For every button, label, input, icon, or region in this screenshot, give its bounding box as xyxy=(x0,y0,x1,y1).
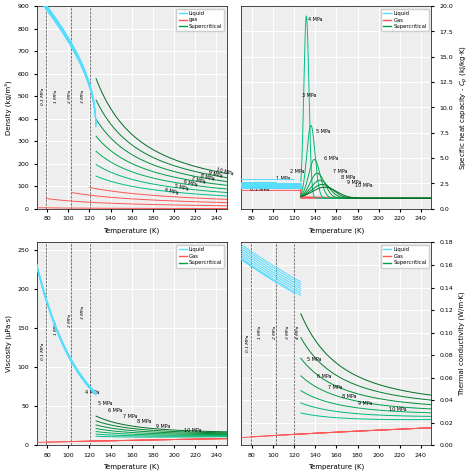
Text: 4 MPa: 4 MPa xyxy=(164,187,179,195)
Text: 10 MPa: 10 MPa xyxy=(356,182,373,188)
Y-axis label: Specific heat capacity - $C_p$ (kJ/kg·K): Specific heat capacity - $C_p$ (kJ/kg·K) xyxy=(458,45,470,170)
Text: 1 MPa: 1 MPa xyxy=(258,326,262,339)
Text: 9 MPa: 9 MPa xyxy=(347,180,361,184)
Text: 5 MPa: 5 MPa xyxy=(98,401,112,406)
Text: 0.1 MPa: 0.1 MPa xyxy=(41,88,45,105)
Legend: Liquid, Gas, Supercritical: Liquid, Gas, Supercritical xyxy=(381,9,429,31)
Text: 10 MPa: 10 MPa xyxy=(389,407,407,412)
Text: 1 MPa: 1 MPa xyxy=(276,176,291,182)
Text: 3 MPa: 3 MPa xyxy=(81,90,85,103)
Text: 10 MPa: 10 MPa xyxy=(184,428,202,433)
Text: 8 MPa: 8 MPa xyxy=(137,419,152,424)
Text: 2 MPa: 2 MPa xyxy=(290,169,304,174)
Text: 0.1 MPa: 0.1 MPa xyxy=(246,335,250,353)
Text: 2 MPa: 2 MPa xyxy=(273,326,277,339)
Text: 6 MPa: 6 MPa xyxy=(318,374,332,379)
Text: 5 MPa: 5 MPa xyxy=(316,129,331,134)
Legend: Liquid, gas, Supercritical: Liquid, gas, Supercritical xyxy=(176,9,224,31)
Text: 8 MPa: 8 MPa xyxy=(342,394,356,399)
Text: 9 MPa: 9 MPa xyxy=(208,170,223,179)
Legend: Liquid, Gas, Supercritical: Liquid, Gas, Supercritical xyxy=(381,245,429,267)
Y-axis label: Thermal conductivity (W/m·K): Thermal conductivity (W/m·K) xyxy=(458,292,465,396)
Y-axis label: Viscosity (μPa·s): Viscosity (μPa·s) xyxy=(5,315,12,372)
Text: 9 MPa: 9 MPa xyxy=(156,424,170,429)
X-axis label: Temperature (K): Temperature (K) xyxy=(308,227,365,234)
Text: 7 MPa: 7 MPa xyxy=(191,176,206,184)
Text: 7 MPa: 7 MPa xyxy=(123,414,138,419)
Y-axis label: Density (kg/m³): Density (kg/m³) xyxy=(4,80,12,135)
Text: 0.1 MPa: 0.1 MPa xyxy=(250,187,269,191)
Text: 4 MPa: 4 MPa xyxy=(85,391,100,395)
Text: 6 MPa: 6 MPa xyxy=(182,180,198,188)
X-axis label: Temperature (K): Temperature (K) xyxy=(308,463,365,470)
Legend: Liquid, Gas, Supercritical: Liquid, Gas, Supercritical xyxy=(176,245,224,267)
Text: 7 MPa: 7 MPa xyxy=(328,385,343,390)
Text: 8 MPa: 8 MPa xyxy=(341,175,355,181)
Text: 1 MPa: 1 MPa xyxy=(54,90,57,103)
Text: 4 MPa: 4 MPa xyxy=(308,18,322,22)
Text: 1 MPa: 1 MPa xyxy=(54,322,57,335)
Text: 8 MPa: 8 MPa xyxy=(199,173,215,182)
Text: 9 MPa: 9 MPa xyxy=(357,401,372,406)
Text: 5 MPa: 5 MPa xyxy=(174,183,189,191)
Text: 0.1 MPa: 0.1 MPa xyxy=(41,343,45,360)
Text: 2 MPa: 2 MPa xyxy=(68,90,73,103)
X-axis label: Temperature (K): Temperature (K) xyxy=(103,227,160,234)
Text: 7 MPa: 7 MPa xyxy=(333,169,348,174)
Text: 3 MPa: 3 MPa xyxy=(81,306,85,319)
X-axis label: Temperature (K): Temperature (K) xyxy=(103,463,160,470)
Text: 4 MPa: 4 MPa xyxy=(296,326,300,339)
Text: 10 MPa: 10 MPa xyxy=(216,167,235,176)
Text: 5 MPa: 5 MPa xyxy=(307,357,321,362)
Text: 3 MPa: 3 MPa xyxy=(286,326,290,339)
Text: 6 MPa: 6 MPa xyxy=(109,408,123,413)
Text: 6 MPa: 6 MPa xyxy=(324,156,338,161)
Text: 2 MPa: 2 MPa xyxy=(68,314,73,327)
Text: 3 MPa: 3 MPa xyxy=(301,93,316,99)
